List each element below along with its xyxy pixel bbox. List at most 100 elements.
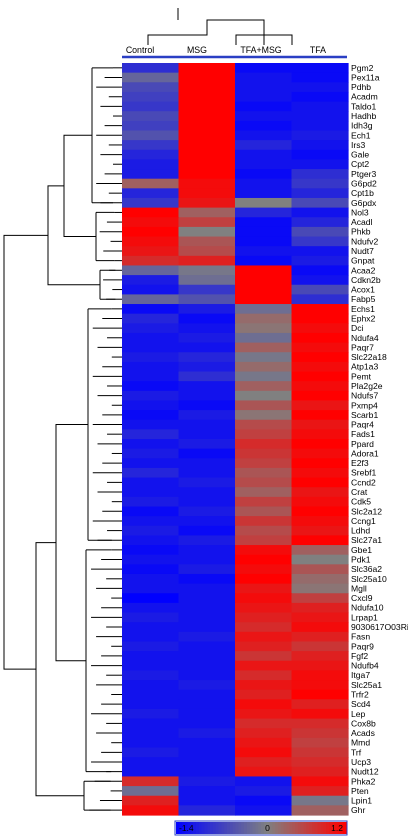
heatmap-cell (122, 766, 180, 778)
gene-label: Gnpat (351, 256, 375, 266)
color-scale-max-label: 1.2 (331, 823, 343, 833)
heatmap-cell (291, 246, 349, 257)
gene-label: Crat (351, 487, 368, 497)
heatmap-cell (178, 612, 236, 623)
heatmap-cell (178, 689, 236, 700)
heatmap-cell (235, 487, 293, 498)
heatmap-cell (178, 641, 236, 652)
color-scale-step (204, 822, 208, 834)
row-dendrogram-branch (96, 211, 115, 262)
heatmap-cell (235, 111, 293, 122)
heatmap-cell (291, 699, 349, 710)
heatmap-cell (122, 448, 180, 459)
heatmap-cell (235, 304, 293, 315)
gene-label: Nudt12 (351, 767, 379, 777)
heatmap-cell (235, 573, 293, 585)
heatmap-cell (291, 583, 349, 594)
gene-label: Gbe1 (351, 545, 372, 555)
heatmap-cell (291, 641, 349, 652)
heatmap-cell (291, 91, 349, 103)
row-dendrogram-branch (63, 134, 96, 238)
heatmap-cell (178, 554, 236, 565)
heatmap-cell (291, 342, 349, 353)
heatmap-cell (122, 197, 180, 209)
gene-labels: Pgm2Pex11aPdhbAcadmTaldo1HadhbIdh3gEch1I… (351, 63, 408, 815)
heatmap-cell (235, 91, 293, 103)
heatmap-cell (235, 294, 293, 305)
heatmap-cell (291, 313, 349, 324)
gene-label: Lpin1 (351, 796, 372, 806)
heatmap-cell (122, 188, 180, 199)
heatmap-cell (235, 516, 293, 527)
heatmap-cell (235, 400, 293, 411)
heatmap-cell (178, 149, 236, 161)
heatmap-cell (178, 361, 236, 373)
heatmap-cell (235, 169, 293, 180)
heatmap-cell (178, 487, 236, 498)
heatmap-cell (291, 795, 349, 806)
gene-label: Pdhb (351, 82, 371, 92)
color-scale-step (246, 822, 251, 834)
heatmap-cell (291, 651, 349, 662)
heatmap-cell (178, 564, 236, 575)
heatmap-cell (178, 169, 236, 180)
heatmap-cell (178, 188, 236, 199)
gene-label: Ccng1 (351, 516, 376, 526)
heatmap-cell (178, 236, 236, 247)
heatmap-cell (235, 63, 293, 74)
gene-label: Acadl (351, 217, 373, 227)
color-scale-step (289, 822, 293, 834)
heatmap-cell (291, 197, 349, 209)
color-scale-step (218, 822, 222, 834)
color-scale-step (343, 822, 347, 834)
heatmap-cell (291, 159, 349, 170)
heatmap-cell (291, 631, 349, 643)
heatmap-cell (122, 477, 180, 488)
heatmap-cell (291, 718, 349, 729)
heatmap-cell (291, 178, 349, 189)
row-dendrogram-branch (100, 269, 116, 300)
gene-label: Fasn (351, 632, 370, 642)
heatmap-cell (122, 419, 180, 430)
heatmap-cell (235, 72, 293, 83)
row-dendrogram-branch (92, 67, 113, 204)
heatmap-cell (122, 265, 180, 276)
heatmap-cell (122, 757, 180, 768)
heatmap-cell (122, 728, 180, 739)
heatmap-cell (235, 255, 293, 267)
heatmap-cell (235, 747, 293, 758)
heatmap-cell (235, 525, 293, 537)
color-scale-step (269, 822, 273, 834)
heatmap-cell (122, 651, 180, 662)
row-dendrogram (3, 67, 122, 811)
heatmap-cell (235, 236, 293, 247)
heatmap-cell (235, 419, 293, 430)
color-scale-step (221, 822, 225, 834)
color-scale-step (309, 822, 313, 834)
color-scale-step (249, 822, 253, 834)
heatmap-cell (122, 564, 180, 575)
gene-label: Ldhd (351, 526, 370, 536)
heatmap-cell (291, 400, 349, 411)
heatmap-cell (178, 795, 236, 806)
color-scale-step (207, 822, 211, 834)
heatmap-cell (235, 795, 293, 806)
heatmap-cell (235, 670, 293, 681)
heatmap-cell (291, 593, 349, 604)
gene-label: Acox1 (351, 285, 375, 295)
heatmap-cell (122, 323, 180, 334)
heatmap-cell (122, 217, 180, 228)
heatmap-cell (122, 622, 180, 633)
heatmap-cell (235, 390, 293, 402)
heatmap-cell (235, 410, 293, 421)
color-scale-step (258, 822, 262, 834)
heatmap-cell (291, 101, 349, 112)
heatmap-cell (235, 776, 293, 787)
gene-label: G6pdx (351, 198, 377, 208)
gene-label: Slc2a12 (351, 506, 382, 516)
heatmap-cell (291, 622, 349, 633)
heatmap-cell (291, 564, 349, 575)
color-scale-frame (174, 820, 348, 836)
heatmap-cell (122, 496, 180, 508)
gene-label: G6pd2 (351, 179, 377, 189)
